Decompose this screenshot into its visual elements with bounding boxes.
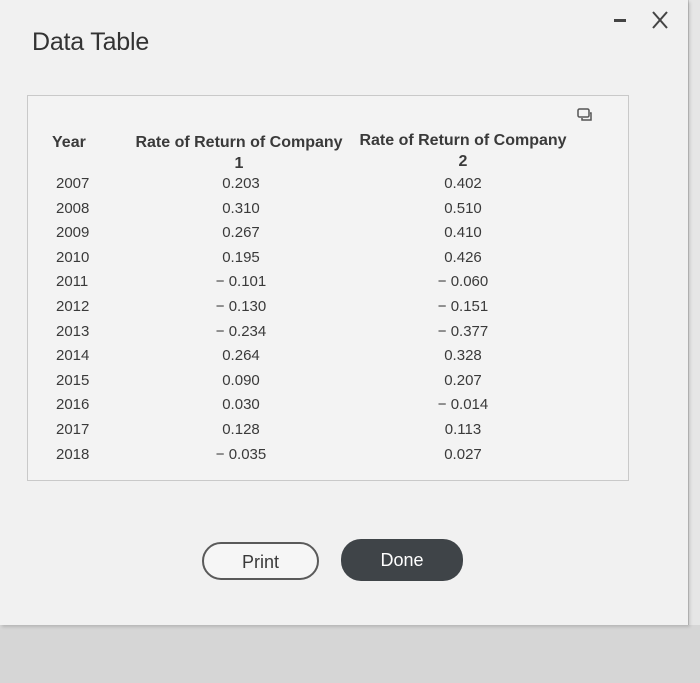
table-row: 2009 0.267 0.410 xyxy=(0,224,640,248)
cell-year: 2014 xyxy=(56,347,90,365)
cell-company-1: 0.203 xyxy=(222,175,260,192)
minimize-icon[interactable] xyxy=(612,16,630,22)
close-icon[interactable] xyxy=(648,8,672,32)
cell-company-1: − 0.234 xyxy=(215,322,267,340)
background-bottom xyxy=(0,625,700,683)
cell-company-1: 0.128 xyxy=(222,421,260,438)
table-row: 2012 − 0.130 − 0.151 xyxy=(0,298,640,322)
table-row: 2018 − 0.035 0.027 xyxy=(0,446,640,470)
cell-company-1: 0.267 xyxy=(222,224,260,242)
cell-year: 2008 xyxy=(56,199,90,217)
cell-company-1: − 0.130 xyxy=(215,298,267,315)
cell-company-1: 0.195 xyxy=(222,248,260,266)
cell-year: 2009 xyxy=(56,224,90,242)
cell-year: 2017 xyxy=(56,421,90,438)
cell-company-2: − 0.151 xyxy=(437,298,489,315)
column-header-year: Year xyxy=(52,134,86,151)
table-row: 2014 0.264 0.328 xyxy=(0,347,640,371)
cell-company-2: 0.426 xyxy=(444,248,482,266)
cell-company-2: 0.328 xyxy=(444,347,482,365)
done-button[interactable]: Done xyxy=(341,539,463,581)
cell-year: 2018 xyxy=(56,445,90,463)
cell-company-1: 0.264 xyxy=(222,347,260,365)
cell-year: 2015 xyxy=(56,371,90,389)
cell-company-1: − 0.101 xyxy=(215,273,267,291)
cell-year: 2013 xyxy=(56,322,90,340)
cell-company-1: − 0.035 xyxy=(215,445,267,463)
table-row: 2008 0.310 0.510 xyxy=(0,200,640,224)
dialog-title: Data Table xyxy=(32,28,150,56)
cell-company-2: 0.113 xyxy=(444,421,482,438)
cell-year: 2011 xyxy=(56,273,89,291)
cell-company-2: 0.410 xyxy=(444,224,482,242)
column-header-company-1: Rate of Return of Company 1 xyxy=(135,134,343,172)
cell-company-2: 0.402 xyxy=(444,175,482,192)
cell-company-1: 0.310 xyxy=(222,199,260,217)
cell-company-2: − 0.060 xyxy=(437,273,489,291)
table-row: 2017 0.128 0.113 xyxy=(0,421,640,445)
cell-company-1: 0.090 xyxy=(222,371,260,389)
table-row: 2013 − 0.234 − 0.377 xyxy=(0,323,640,347)
background-right xyxy=(688,0,700,625)
copy-icon[interactable] xyxy=(577,108,593,122)
table-row: 2016 0.030 − 0.014 xyxy=(0,396,640,420)
cell-year: 2010 xyxy=(56,248,90,266)
column-header-company-2: Rate of Return of Company 2 xyxy=(359,132,567,170)
table-row: 2015 0.090 0.207 xyxy=(0,372,640,396)
data-table-dialog: Data Table Year Rate of Return of Compan… xyxy=(0,0,688,625)
table-row: 2010 0.195 0.426 xyxy=(0,249,640,273)
data-table-frame xyxy=(27,95,629,481)
cell-company-2: 0.027 xyxy=(444,445,482,463)
cell-company-2: − 0.377 xyxy=(437,322,489,340)
cell-company-1: 0.030 xyxy=(222,396,260,414)
table-row: 2011 − 0.101 − 0.060 xyxy=(0,273,640,297)
print-button[interactable]: Print xyxy=(202,542,319,580)
cell-company-2: − 0.014 xyxy=(437,396,489,414)
cell-year: 2016 xyxy=(56,396,90,414)
cell-company-2: 0.510 xyxy=(444,199,482,217)
table-row: 2007 0.203 0.402 xyxy=(0,175,640,199)
cell-company-2: 0.207 xyxy=(444,371,482,389)
cell-year: 2012 xyxy=(56,298,90,315)
cell-year: 2007 xyxy=(56,175,90,192)
